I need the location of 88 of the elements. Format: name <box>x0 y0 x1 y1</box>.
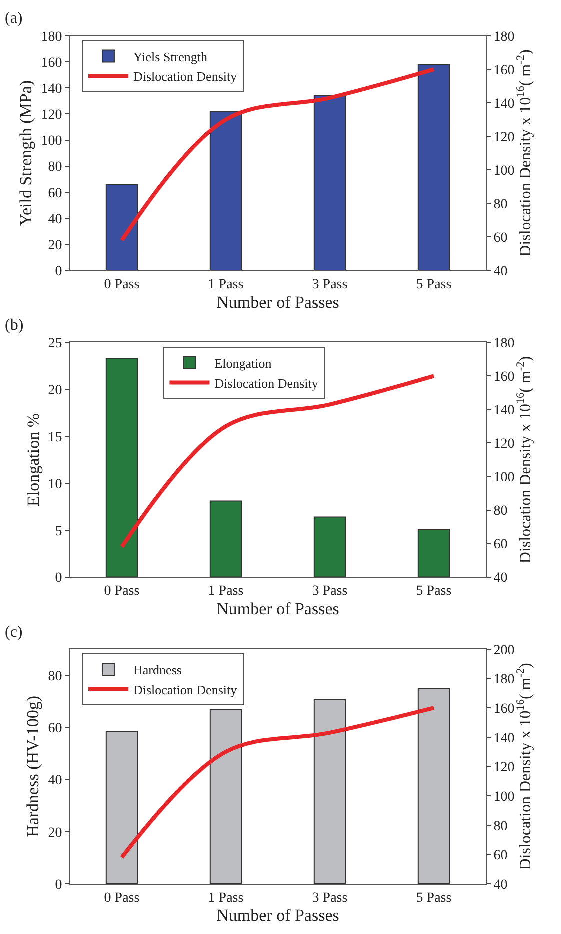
bar <box>210 709 242 884</box>
bar <box>210 111 242 271</box>
chart-title: (b) <box>5 317 24 334</box>
x-tick-label: 1 Pass <box>208 890 244 906</box>
y2-tick-label: 160 <box>494 370 515 386</box>
y-tick-label: 80 <box>48 669 62 684</box>
bar <box>314 95 346 271</box>
y-tick-label: 40 <box>48 774 62 789</box>
y2-tick-label: 60 <box>494 848 508 864</box>
y2-tick-label: 140 <box>494 96 515 112</box>
x-tick-label: 0 Pass <box>104 890 140 906</box>
legend-label: Hardness <box>133 662 182 678</box>
y2-tick-label: 180 <box>494 336 515 352</box>
y2-tick-label: 60 <box>494 538 508 553</box>
x-tick-label: 3 Pass <box>312 890 348 906</box>
bar <box>314 699 346 884</box>
y2-tick-label: 80 <box>494 504 508 520</box>
y2-tick-label: 40 <box>494 571 508 586</box>
y-axis-title: Hardness (HV-100g) <box>24 696 43 838</box>
y-tick-label: 40 <box>48 212 62 228</box>
y-tick-label: 180 <box>41 30 62 45</box>
y-tick-label: 5 <box>55 524 62 540</box>
y2-tick-label: 100 <box>494 164 515 179</box>
legend-label: Yiels Strength <box>133 49 208 64</box>
y-tick-label: 15 <box>48 430 62 446</box>
y2-tick-label: 60 <box>494 231 508 246</box>
bar <box>418 64 450 271</box>
legend-label: Dislocation Density <box>214 376 319 391</box>
chart-title: (c) <box>5 624 23 641</box>
x-tick-label: 1 Pass <box>208 277 244 292</box>
legend-label: Elongation <box>214 356 272 371</box>
y2-tick-label: 180 <box>494 30 515 45</box>
bar <box>106 358 138 578</box>
x-axis-title: Number of Passes <box>216 906 340 926</box>
bar <box>210 500 242 578</box>
line-series <box>120 68 436 242</box>
y-tick-label: 10 <box>48 477 62 492</box>
x-tick-label: 5 Pass <box>416 584 452 600</box>
x-tick-label: 5 Pass <box>416 277 452 292</box>
y-tick-label: 120 <box>41 108 62 124</box>
x-tick-label: 3 Pass <box>312 277 348 292</box>
y2-tick-label: 180 <box>494 672 515 688</box>
x-tick-label: 3 Pass <box>312 584 348 600</box>
x-axis-title: Number of Passes <box>216 600 340 619</box>
y2-tick-label: 40 <box>494 264 508 280</box>
y2-tick-label: 200 <box>494 643 515 658</box>
line-series <box>120 374 436 550</box>
y-tick-label: 60 <box>48 721 62 736</box>
y2-tick-label: 160 <box>494 63 515 78</box>
y2-tick-label: 100 <box>494 790 515 805</box>
bar <box>314 516 346 578</box>
bar <box>106 184 138 271</box>
y2-tick-label: 140 <box>494 731 515 746</box>
y-tick-label: 60 <box>48 186 62 202</box>
y-tick-label: 100 <box>41 134 62 150</box>
y2-tick-label: 120 <box>494 760 515 776</box>
legend-label: Dislocation Density <box>133 682 238 698</box>
y2-tick-label: 160 <box>494 702 515 717</box>
y-tick-label: 20 <box>48 384 62 399</box>
y-tick-label: 25 <box>48 336 62 352</box>
y-axis-title: Elongation % <box>24 413 43 507</box>
x-axis-title: Number of Passes <box>216 292 340 312</box>
y-tick-label: 20 <box>48 826 62 841</box>
x-tick-label: 0 Pass <box>104 277 140 292</box>
y-tick-label: 0 <box>55 571 62 586</box>
y-tick-label: 20 <box>48 238 62 254</box>
y2-tick-label: 100 <box>494 470 515 486</box>
x-tick-label: 0 Pass <box>104 584 140 600</box>
y-tick-label: 0 <box>55 264 62 280</box>
x-tick-label: 5 Pass <box>416 890 452 906</box>
y2-tick-label: 40 <box>494 878 508 893</box>
y2-tick-label: 140 <box>494 404 515 419</box>
bar <box>106 730 138 884</box>
line-series <box>120 706 436 860</box>
y2-tick-label: 80 <box>494 197 508 212</box>
bar <box>418 688 450 884</box>
x-tick-label: 1 Pass <box>208 584 244 600</box>
y2-tick-label: 120 <box>494 437 515 452</box>
y2-tick-label: 120 <box>494 130 515 146</box>
y-tick-label: 140 <box>41 82 62 98</box>
bar <box>418 528 450 578</box>
y-tick-label: 0 <box>55 878 62 893</box>
chart-title: (a) <box>5 10 23 27</box>
y-tick-label: 80 <box>48 160 62 176</box>
y-tick-label: 160 <box>41 56 62 71</box>
y-axis-title: Yeild Strength (MPa) <box>16 80 36 226</box>
legend-label: Dislocation Density <box>133 69 238 84</box>
y2-tick-label: 80 <box>494 819 508 834</box>
